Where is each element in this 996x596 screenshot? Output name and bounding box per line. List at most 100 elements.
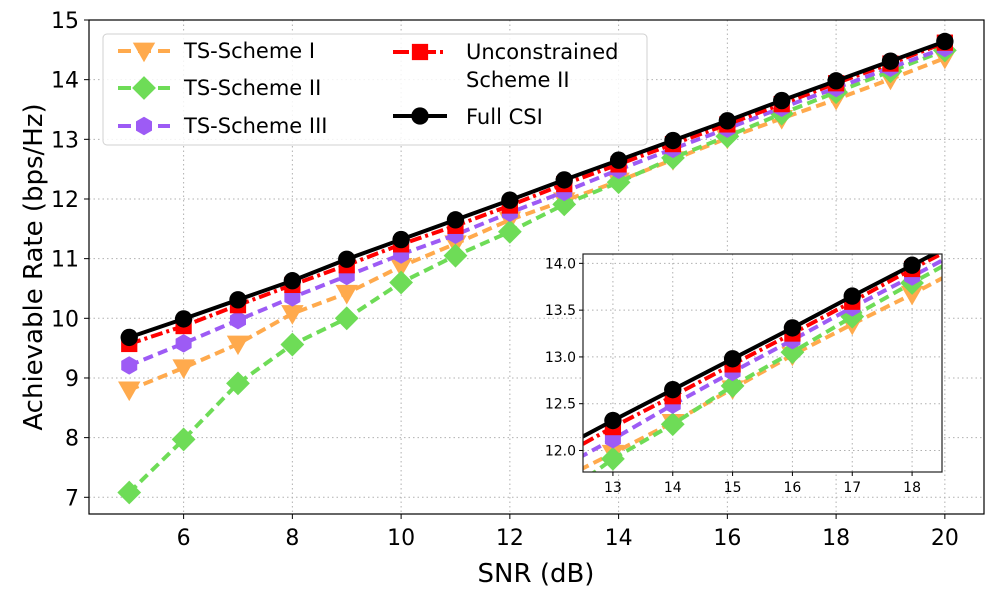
x-tick-label: 20 — [931, 526, 959, 551]
inset-series-full-csi — [583, 254, 939, 439]
inset-y-tick-label: 13.5 — [545, 303, 576, 319]
point-full-csi — [174, 310, 193, 328]
legend: TS-Scheme I TS-Scheme II TS-Scheme III U… — [102, 33, 648, 146]
point-ts-scheme-iii — [175, 334, 192, 353]
point-ts-scheme-i — [389, 258, 413, 278]
legend-marker-unconstrained-scheme-ii — [411, 43, 429, 61]
point-ts-scheme-ii — [171, 427, 196, 452]
legend-marker-full-csi — [411, 107, 429, 125]
inset-point-full-csi — [723, 350, 742, 368]
point-full-csi — [881, 52, 900, 70]
line-ts-scheme-ii — [127, 48, 946, 494]
legend-marker-ts-scheme-iii — [135, 116, 153, 136]
point-ts-scheme-ii — [334, 306, 359, 331]
legend-handle-ts-scheme-iii — [118, 116, 170, 136]
inset-line-full-csi — [583, 254, 939, 439]
y-tick-label: 8 — [65, 427, 79, 452]
legend-handle-unconstrained-scheme-ii — [393, 43, 447, 61]
point-ts-scheme-i — [281, 305, 304, 325]
legend-handle-full-csi — [393, 107, 447, 125]
y-tick-label: 15 — [51, 9, 79, 34]
x-tick-label: 8 — [285, 526, 299, 551]
x-tick-label: 12 — [496, 526, 524, 551]
point-ts-scheme-i — [226, 335, 250, 356]
inset-x-tick-label: 17 — [843, 480, 861, 496]
point-ts-scheme-iii — [229, 310, 246, 330]
inset-line-ts-scheme-iii — [583, 258, 942, 458]
point-ts-scheme-ii — [443, 243, 468, 268]
legend-label-full-csi: Full CSI — [466, 105, 543, 129]
point-ts-scheme-ii — [606, 170, 631, 195]
legend-marker-ts-scheme-ii — [132, 76, 156, 100]
inset-ticks: 13 14 15 16 17 18 12.0 12.5 13.0 13.5 14.0 — [545, 256, 921, 496]
point-ts-scheme-ii — [552, 192, 577, 217]
point-full-csi — [120, 328, 138, 347]
legend-label-unconstrained-line1: Unconstrained — [466, 40, 618, 64]
point-ts-scheme-ii — [389, 270, 414, 295]
inset-point-full-csi — [903, 256, 921, 274]
point-full-csi — [664, 131, 682, 150]
inset-y-tick-label: 14.0 — [545, 256, 576, 272]
legend-label-ts-scheme-2: TS-Scheme II — [183, 76, 321, 100]
x-tick-label: 14 — [605, 526, 633, 551]
point-ts-scheme-i — [118, 381, 141, 402]
inset-line-ts-scheme-ii — [591, 264, 942, 472]
main-series-group — [117, 32, 957, 505]
point-full-csi — [501, 191, 519, 209]
y-axis-label: Achievable Rate (bps/Hz) — [19, 103, 49, 430]
legend-handles — [118, 42, 447, 136]
y-tick-label: 11 — [51, 248, 79, 273]
inset-y-tick-label: 12.0 — [545, 443, 576, 459]
line-full-csi — [128, 39, 946, 340]
inset-point-ts-scheme-ii — [720, 374, 745, 398]
legend-handle-ts-scheme-ii — [118, 76, 170, 100]
point-ts-scheme-ii — [117, 480, 142, 505]
y-tick-label: 9 — [65, 367, 79, 392]
point-ts-scheme-i — [172, 359, 195, 380]
legend-label-ts-scheme-1: TS-Scheme I — [183, 39, 315, 63]
y-tick-label: 10 — [51, 307, 79, 332]
inset-series-group — [583, 254, 942, 472]
inset-y-tick-label: 12.5 — [545, 397, 576, 413]
main-axes-frame — [88, 19, 985, 515]
inset-point-full-csi — [783, 319, 802, 337]
inset-point-full-csi — [843, 287, 861, 305]
x-tick-label: 16 — [713, 526, 741, 551]
inset-point-ts-scheme-ii — [601, 447, 625, 471]
point-ts-scheme-ii — [280, 332, 305, 357]
legend-label-unconstrained-line2: Scheme II — [466, 68, 570, 92]
series-full-csi — [120, 32, 954, 347]
x-tick-label: 18 — [822, 526, 850, 551]
point-full-csi — [718, 112, 737, 130]
x-axis-label: SNR (dB) — [478, 559, 595, 589]
y-tick-label: 12 — [51, 188, 79, 213]
point-full-csi — [773, 91, 791, 110]
inset-point-ts-scheme-i — [900, 285, 924, 306]
point-ts-scheme-i — [335, 284, 358, 305]
inset-x-tick-label: 15 — [724, 480, 742, 496]
line-unconstrained-scheme-ii — [128, 40, 946, 346]
inset-x-tick-label: 13 — [604, 480, 622, 496]
inset-point-full-csi — [604, 411, 622, 430]
inset-axes-frame — [582, 253, 943, 473]
inset-x-tick-label: 16 — [784, 480, 802, 496]
point-full-csi — [229, 291, 247, 309]
main-ticks: 6 8 10 12 14 16 18 20 7 8 9 10 11 12 13 14 15 — [51, 9, 959, 551]
inset-point-full-csi — [664, 380, 682, 399]
point-full-csi — [283, 272, 302, 290]
x-tick-label: 6 — [177, 526, 191, 551]
y-tick-label: 13 — [51, 128, 79, 153]
inset-line-unconstrained-scheme-ii — [583, 254, 942, 447]
line-ts-scheme-iii — [128, 46, 946, 368]
point-full-csi — [555, 171, 573, 189]
line-ts-scheme-i — [128, 56, 946, 392]
legend-handle-ts-scheme-i — [118, 42, 170, 63]
point-ts-scheme-ii — [226, 371, 250, 396]
point-full-csi — [936, 32, 954, 51]
inset-point-ts-scheme-ii — [780, 340, 805, 365]
point-full-csi — [392, 230, 410, 249]
legend-frame — [102, 33, 648, 146]
inset-line-ts-scheme-i — [583, 276, 942, 471]
y-tick-label: 14 — [51, 69, 79, 94]
